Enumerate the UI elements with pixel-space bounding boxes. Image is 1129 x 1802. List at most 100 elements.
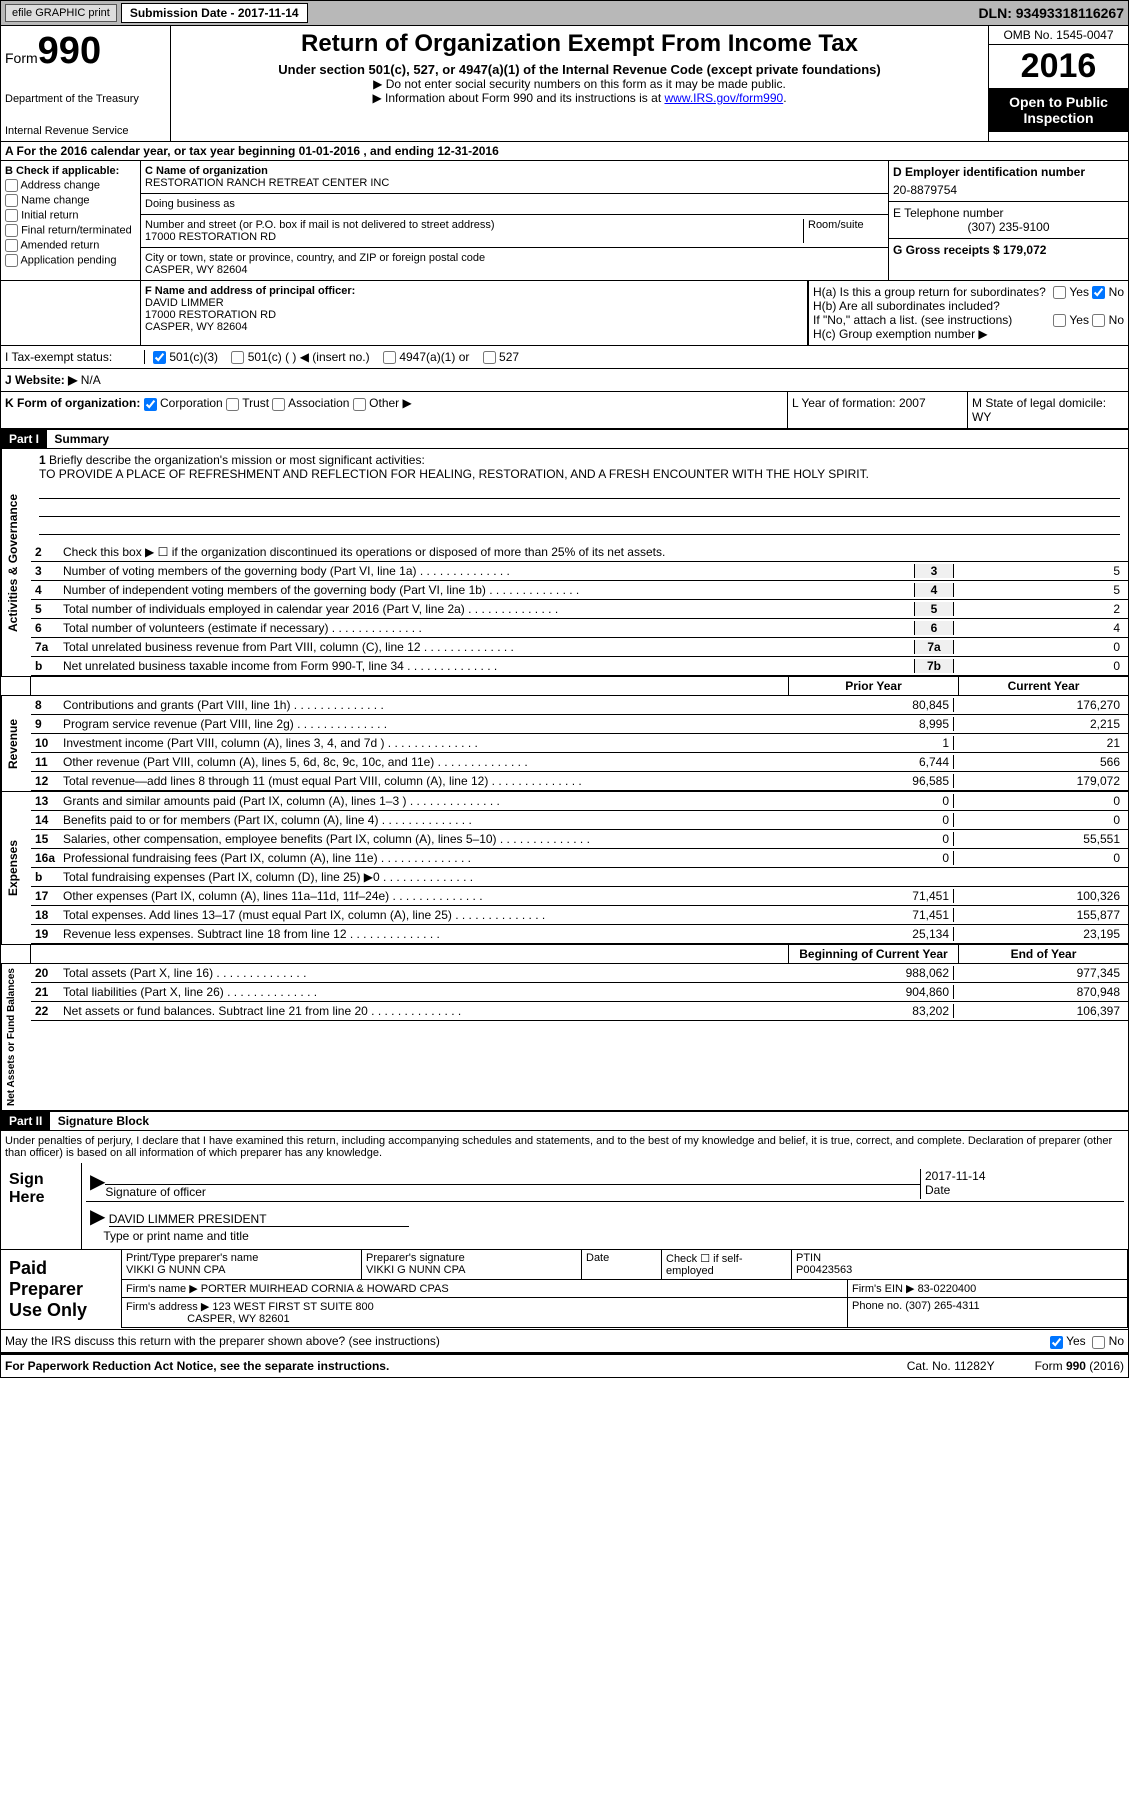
ha-yes[interactable] [1053, 286, 1066, 299]
efile-print-button[interactable]: efile GRAPHIC print [5, 4, 117, 22]
hb-no[interactable] [1092, 314, 1105, 327]
check-527[interactable] [483, 351, 496, 364]
line-17: 17Other expenses (Part IX, column (A), l… [31, 887, 1128, 906]
sign-here-label: Sign Here [1, 1163, 81, 1249]
h-b-text: H(b) Are all subordinates included? [813, 299, 1000, 313]
officer-addr2: CASPER, WY 82604 [145, 321, 803, 333]
discuss-text: May the IRS discuss this return with the… [5, 1334, 440, 1348]
b-label: B Check if applicable: [5, 165, 136, 177]
line-10: 10Investment income (Part VIII, column (… [31, 734, 1128, 753]
begin-year-header: Beginning of Current Year [788, 945, 958, 963]
line-21: 21Total liabilities (Part X, line 26)904… [31, 983, 1128, 1002]
line-15: 15Salaries, other compensation, employee… [31, 830, 1128, 849]
mission-block: 1 Briefly describe the organization's mi… [31, 449, 1128, 543]
penalty-text: Under penalties of perjury, I declare th… [1, 1131, 1128, 1163]
check-corp[interactable] [144, 398, 157, 411]
tax-exempt-label: I Tax-exempt status: [5, 350, 145, 364]
check-assoc[interactable] [272, 398, 285, 411]
mission-text: TO PROVIDE A PLACE OF REFRESHMENT AND RE… [39, 467, 869, 481]
paid-preparer-label: Paid Preparer Use Only [1, 1250, 121, 1329]
check-address-change[interactable]: Address change [5, 179, 136, 192]
part2-header: Part II [1, 1112, 50, 1130]
form-id-block: Form990 Department of the Treasury Inter… [1, 26, 171, 141]
firm-phone: (307) 265-4311 [905, 1300, 979, 1312]
form-label: Form [5, 50, 38, 66]
check-amended-return[interactable]: Amended return [5, 239, 136, 252]
line-11: 11Other revenue (Part VIII, column (A), … [31, 753, 1128, 772]
form-number: 990 [38, 30, 101, 72]
dept-treasury: Department of the Treasury [5, 93, 166, 105]
check-final-return[interactable]: Final return/terminated [5, 224, 136, 237]
check-initial-return[interactable]: Initial return [5, 209, 136, 222]
line-7a: 7aTotal unrelated business revenue from … [31, 638, 1128, 657]
open-public: Open to Public Inspection [989, 88, 1128, 132]
line-8: 8Contributions and grants (Part VIII, li… [31, 696, 1128, 715]
discuss-yes[interactable] [1050, 1336, 1063, 1349]
prior-year-header: Prior Year [788, 677, 958, 695]
line-5: 5Total number of individuals employed in… [31, 600, 1128, 619]
line-16a: 16aProfessional fundraising fees (Part I… [31, 849, 1128, 868]
phone-value: (307) 235-9100 [893, 220, 1124, 234]
line-22: 22Net assets or fund balances. Subtract … [31, 1002, 1128, 1021]
main-title: Return of Organization Exempt From Incom… [175, 30, 984, 58]
line-4: 4Number of independent voting members of… [31, 581, 1128, 600]
line-9: 9Program service revenue (Part VIII, lin… [31, 715, 1128, 734]
check-name-change[interactable]: Name change [5, 194, 136, 207]
check-501c[interactable] [231, 351, 244, 364]
line-20: 20Total assets (Part X, line 16)988,0629… [31, 964, 1128, 983]
note-ssn: ▶ Do not enter social security numbers o… [175, 77, 984, 91]
website-label: J Website: ▶ [5, 373, 77, 387]
discuss-no[interactable] [1092, 1336, 1105, 1349]
ein-value: 20-8879754 [893, 183, 1124, 197]
officer-addr1: 17000 RESTORATION RD [145, 309, 803, 321]
part2-name: Signature Block [54, 1110, 153, 1132]
h-c-text: H(c) Group exemption number ▶ [813, 327, 1124, 341]
vert-revenue: Revenue [1, 696, 31, 791]
hb-yes[interactable] [1053, 314, 1066, 327]
irs-label: Internal Revenue Service [5, 125, 166, 137]
check-app-pending[interactable]: Application pending [5, 254, 136, 267]
dba-label: Doing business as [145, 198, 235, 210]
irs-link[interactable]: www.IRS.gov/form990 [664, 91, 783, 105]
ha-no[interactable] [1092, 286, 1105, 299]
part1-name: Summary [50, 428, 113, 450]
current-year-header: Current Year [958, 677, 1128, 695]
vert-expenses: Expenses [1, 792, 31, 944]
check-501c3[interactable] [153, 351, 166, 364]
phone-label: E Telephone number [893, 206, 1124, 220]
firm-ein: 83-0220400 [918, 1283, 977, 1295]
header-center: Return of Organization Exempt From Incom… [171, 26, 988, 141]
line-18: 18Total expenses. Add lines 13–17 (must … [31, 906, 1128, 925]
h-a-text: H(a) Is this a group return for subordin… [813, 285, 1046, 299]
line-2: Check this box ▶ ☐ if the organization d… [63, 545, 1124, 559]
line-13: 13Grants and similar amounts paid (Part … [31, 792, 1128, 811]
section-b: B Check if applicable: Address change Na… [1, 161, 141, 280]
year-formation: L Year of formation: 2007 [788, 392, 968, 428]
omb-number: OMB No. 1545-0047 [989, 26, 1128, 45]
check-trust[interactable] [226, 398, 239, 411]
officer-name: DAVID LIMMER [145, 297, 803, 309]
sig-date-value: 2017-11-14 [925, 1169, 1120, 1183]
line-19: 19Revenue less expenses. Subtract line 1… [31, 925, 1128, 944]
line-6: 6Total number of volunteers (estimate if… [31, 619, 1128, 638]
part1-header: Part I [1, 430, 47, 448]
self-employed-check[interactable]: Check ☐ if self-employed [666, 1253, 743, 1277]
end-year-header: End of Year [958, 945, 1128, 963]
line-b: bNet unrelated business taxable income f… [31, 657, 1128, 676]
check-other[interactable] [353, 398, 366, 411]
gross-receipts: G Gross receipts $ 179,072 [893, 243, 1046, 257]
dln: DLN: 93493318116267 [978, 5, 1124, 21]
preparer-sig: VIKKI G NUNN CPA [366, 1264, 465, 1276]
line-14: 14Benefits paid to or for members (Part … [31, 811, 1128, 830]
type-name-label: Type or print name and title [103, 1229, 248, 1243]
vert-activities: Activities & Governance [1, 449, 31, 676]
street-address: 17000 RESTORATION RD [145, 231, 276, 243]
form-footer: Form 990 (2016) [1035, 1359, 1124, 1373]
sig-officer-label: Signature of officer [105, 1185, 206, 1199]
check-4947[interactable] [383, 351, 396, 364]
ein-label: D Employer identification number [893, 165, 1124, 179]
tax-year: 2016 [989, 45, 1128, 88]
preparer-name: VIKKI G NUNN CPA [126, 1264, 225, 1276]
line-12: 12Total revenue—add lines 8 through 11 (… [31, 772, 1128, 791]
city-label: City or town, state or province, country… [145, 252, 485, 264]
